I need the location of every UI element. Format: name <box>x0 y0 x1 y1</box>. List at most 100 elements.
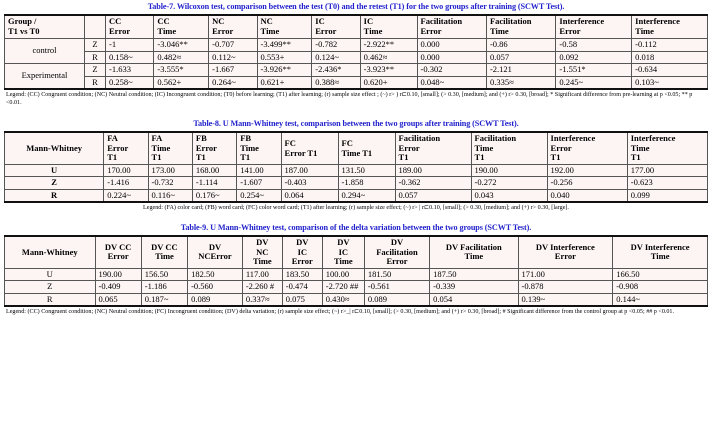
l1: FB <box>240 133 252 144</box>
group-label-control: control <box>4 38 85 64</box>
cell: 0.187~ <box>140 292 189 307</box>
cell: -1.607 <box>236 176 282 190</box>
cell: -1 <box>105 38 155 52</box>
cell: 0.144~ <box>612 292 708 307</box>
cell: 100.00 <box>321 267 365 282</box>
cell: 0.000 <box>416 38 487 52</box>
cell: 190.00 <box>470 163 548 178</box>
cell: 0.337≈ <box>241 292 283 307</box>
cell: 192.00 <box>546 163 628 178</box>
l2: Time <box>151 142 171 153</box>
cell: 0.054 <box>429 292 519 307</box>
group-label-experimental: Experimental <box>4 63 85 90</box>
cell: -0.339 <box>429 280 519 294</box>
cell: 0.553+ <box>256 50 313 64</box>
th-nc-error-l1: NC <box>212 16 225 26</box>
stat-label: U <box>4 267 96 282</box>
cell: 170.00 <box>103 163 149 178</box>
l2: NCError <box>198 251 232 262</box>
cell: 0.043 <box>470 188 548 203</box>
l2: Error <box>554 251 576 262</box>
th-dv-cc-time: DV CC Time <box>140 235 189 269</box>
cell: 168.00 <box>191 163 238 178</box>
l1: DV <box>390 237 404 248</box>
th-nc-time-l2: Time <box>260 25 280 36</box>
l3: T1 <box>195 152 206 163</box>
table-8-caption-text: . U Mann-Whitney test, comparison betwee… <box>218 119 519 129</box>
cell: 183.50 <box>281 267 323 282</box>
cell: 189.00 <box>394 163 472 178</box>
cell: 141.00 <box>236 163 282 178</box>
cell: 171.00 <box>517 267 614 282</box>
cell: 131.50 <box>337 163 396 178</box>
cell: 0.176~ <box>191 188 238 203</box>
l2: Facilitation <box>376 246 418 257</box>
cell: 0.258~ <box>105 75 155 90</box>
th-nc-time-l1: NC <box>260 16 273 26</box>
stat-label: R <box>3 188 105 203</box>
cell: -3.555* <box>153 63 210 77</box>
cell: 0.294~ <box>337 188 396 203</box>
l1: FA <box>107 133 118 144</box>
l1: DV Interference <box>630 241 690 252</box>
cell: 0.462≈ <box>359 50 418 64</box>
table-7-legend: Legend: (CC) Congruent condition; (NC) N… <box>6 92 693 106</box>
table-9-caption-text: . U Mann-Whitney test, comparison of the… <box>206 223 532 233</box>
l2: Time <box>155 251 174 262</box>
cell: -0.272 <box>470 176 548 190</box>
l3: T1 <box>550 152 561 163</box>
l2: Time <box>474 142 494 153</box>
cell: 0.158~ <box>105 50 155 64</box>
cell: 187.00 <box>280 163 339 178</box>
cell: 0.621+ <box>256 75 313 90</box>
cell: -0.302 <box>416 63 487 77</box>
cell: 0.124~ <box>311 50 361 64</box>
cell: 0.112~ <box>208 50 258 64</box>
th-interference-time-t1: Interference Time T1 <box>626 131 709 165</box>
cell: -0.58 <box>555 38 633 52</box>
th-facilitation-error: Facilitation Error <box>416 14 487 39</box>
l1: Interference <box>630 133 676 144</box>
table-7: Group / T1 vs T0 CC Error CC Time NC Error N… <box>4 14 708 90</box>
cell: -1.416 <box>103 176 149 190</box>
th-ic-error-l2: Error <box>315 25 337 36</box>
l3: T1 <box>398 152 409 163</box>
l2: IC <box>338 246 349 257</box>
table-9-header-row: Mann-Whitney DV CC Error DV CC Time DV NCEr… <box>4 235 708 269</box>
th-facilitation-error-l1: Facilitation <box>420 16 463 26</box>
l1: DV <box>256 237 269 248</box>
l2: Error <box>195 142 217 153</box>
stat-label: Z <box>3 176 105 190</box>
l2: NC <box>256 246 269 257</box>
cell: -1.858 <box>337 176 396 190</box>
th-cc-error-l2: Error <box>109 25 131 36</box>
table-9-legend: Legend: (CC) Congruent condition; (NC) N… <box>6 309 675 316</box>
table-row: R 0.065 0.187~ 0.089 0.337≈ 0.075 0.430≈… <box>4 292 708 307</box>
l1: DV Interference <box>535 241 595 252</box>
l1: DV <box>296 237 309 248</box>
th-ic-time: IC Time <box>359 14 418 39</box>
th-cc-time: CC Time <box>153 14 210 39</box>
l1: FC <box>341 137 353 148</box>
table-8: Mann-Whitney FA Error T1 FA Time T1 FB Error T… <box>3 131 709 204</box>
cell: 0.075 <box>281 292 323 307</box>
th-interference-time: Interference Time <box>631 14 708 39</box>
cell: -2.121 <box>485 63 557 77</box>
l3: Time <box>252 256 272 267</box>
l1: DV CC <box>151 241 178 252</box>
cell: -1.186 <box>140 280 189 294</box>
l3: T1 <box>630 152 641 163</box>
th-dv-nc-time: DV NC Time <box>241 235 283 269</box>
l1: FB <box>195 133 207 144</box>
cell: -0.86 <box>485 38 557 52</box>
cell: 156.50 <box>140 267 189 282</box>
cell: -0.732 <box>147 176 193 190</box>
cell: 0.335≈ <box>485 75 557 90</box>
th-dv-ic-error: DV IC Error <box>281 235 323 269</box>
table-7-caption: Table-7. Wilcoxon test, comparison betwe… <box>4 0 708 14</box>
table-7-header-row: Group / T1 vs T0 CC Error CC Time NC Error N… <box>4 14 708 39</box>
cell: -0.634 <box>631 63 708 77</box>
cell: 0.048~ <box>416 75 487 90</box>
table-9-caption-number: Table-9 <box>180 223 207 233</box>
cell: -0.409 <box>94 280 142 294</box>
